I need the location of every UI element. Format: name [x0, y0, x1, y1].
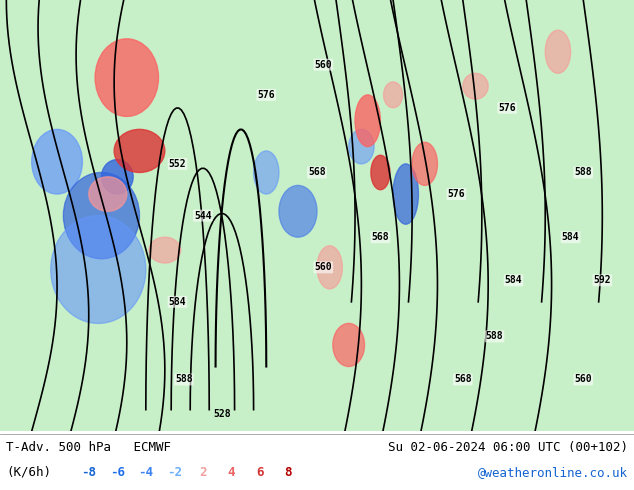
Text: 544: 544 [194, 211, 212, 220]
Text: (K/6h): (K/6h) [6, 466, 51, 479]
Text: 576: 576 [257, 90, 275, 100]
Text: 576: 576 [448, 189, 465, 199]
Text: 8: 8 [285, 466, 292, 479]
Ellipse shape [254, 151, 279, 194]
Text: Su 02-06-2024 06:00 UTC (00+102): Su 02-06-2024 06:00 UTC (00+102) [387, 441, 628, 454]
Ellipse shape [101, 160, 133, 194]
Text: @weatheronline.co.uk: @weatheronline.co.uk [477, 466, 628, 479]
Text: -2: -2 [167, 466, 182, 479]
Ellipse shape [393, 164, 418, 224]
Text: T-Adv. 500 hPa   ECMWF: T-Adv. 500 hPa ECMWF [6, 441, 171, 454]
Ellipse shape [114, 129, 165, 172]
Ellipse shape [333, 323, 365, 367]
Text: 592: 592 [593, 275, 611, 285]
Text: 560: 560 [314, 262, 332, 272]
Ellipse shape [95, 39, 158, 117]
Text: 560: 560 [574, 374, 592, 385]
Ellipse shape [545, 30, 571, 74]
Ellipse shape [317, 246, 342, 289]
Text: 568: 568 [372, 232, 389, 242]
Ellipse shape [149, 237, 181, 263]
Text: 552: 552 [169, 159, 186, 169]
Ellipse shape [349, 129, 374, 164]
Text: 6: 6 [256, 466, 264, 479]
Ellipse shape [371, 155, 390, 190]
Ellipse shape [89, 177, 127, 211]
Text: 588: 588 [486, 331, 503, 342]
Ellipse shape [51, 216, 146, 323]
Text: -4: -4 [138, 466, 153, 479]
Ellipse shape [279, 185, 317, 237]
Text: 528: 528 [213, 409, 231, 419]
Ellipse shape [355, 95, 380, 147]
Text: 568: 568 [308, 168, 326, 177]
Text: 584: 584 [169, 297, 186, 307]
Ellipse shape [384, 82, 403, 108]
Text: -6: -6 [110, 466, 125, 479]
Text: 588: 588 [175, 374, 193, 385]
Text: 568: 568 [454, 374, 472, 385]
Text: -8: -8 [81, 466, 96, 479]
Text: 2: 2 [199, 466, 207, 479]
Text: 584: 584 [562, 232, 579, 242]
Text: 4: 4 [228, 466, 235, 479]
Ellipse shape [412, 142, 437, 185]
Ellipse shape [463, 74, 488, 99]
Ellipse shape [32, 129, 82, 194]
Text: 584: 584 [505, 275, 522, 285]
Text: 576: 576 [498, 103, 516, 113]
Text: 560: 560 [314, 60, 332, 70]
Text: 588: 588 [574, 168, 592, 177]
Ellipse shape [63, 172, 139, 259]
